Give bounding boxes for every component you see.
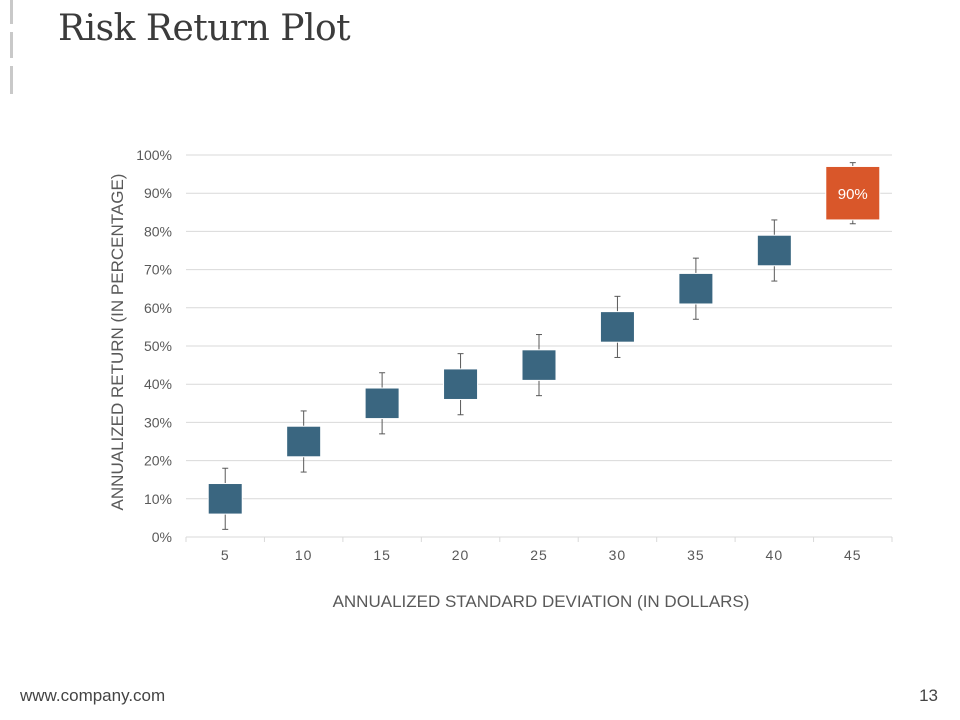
x-tick-label: 20 — [452, 547, 470, 563]
y-tick-label: 20% — [144, 453, 172, 469]
y-axis-title: ANNUALIZED RETURN (IN PERCENTAGE) — [108, 174, 127, 511]
y-tick-label: 0% — [152, 529, 172, 545]
x-axis-title: ANNUALIZED STANDARD DEVIATION (IN DOLLAR… — [333, 592, 750, 611]
y-tick-label: 10% — [144, 491, 172, 507]
footer-url[interactable]: www.company.com — [20, 686, 166, 705]
x-tick-label: 35 — [687, 547, 705, 563]
candle-box — [364, 387, 400, 420]
decorative-bar — [10, 32, 13, 58]
y-tick-label: 80% — [144, 223, 172, 239]
x-tick-label: 15 — [373, 547, 391, 563]
x-tick-label: 25 — [530, 547, 548, 563]
candle-box — [756, 234, 792, 267]
highlight-data-label: 90% — [838, 186, 868, 203]
x-tick-label: 40 — [766, 547, 784, 563]
decorative-bar — [10, 0, 13, 24]
x-tick-label: 30 — [609, 547, 627, 563]
y-tick-label: 100% — [136, 147, 172, 163]
candle-box — [286, 425, 322, 458]
x-tick-label: 10 — [295, 547, 313, 563]
candle-box — [678, 272, 714, 305]
y-tick-label: 90% — [144, 185, 172, 201]
slide-title: Risk Return Plot — [58, 8, 351, 49]
y-tick-label: 30% — [144, 414, 172, 430]
highlighted-candle-box — [825, 165, 881, 221]
decorative-bars — [0, 0, 16, 96]
candle-box — [443, 368, 479, 400]
y-tick-label: 40% — [144, 376, 172, 392]
y-tick-label: 60% — [144, 300, 172, 316]
candle-box — [521, 349, 557, 381]
x-tick-label: 45 — [844, 547, 862, 563]
x-tick-label: 5 — [221, 547, 230, 563]
y-tick-label: 70% — [144, 262, 172, 278]
decorative-bar — [10, 66, 13, 94]
candle-box — [207, 483, 243, 515]
candle-box — [599, 311, 635, 343]
page-number: 13 — [919, 686, 938, 705]
y-tick-label: 50% — [144, 338, 172, 354]
